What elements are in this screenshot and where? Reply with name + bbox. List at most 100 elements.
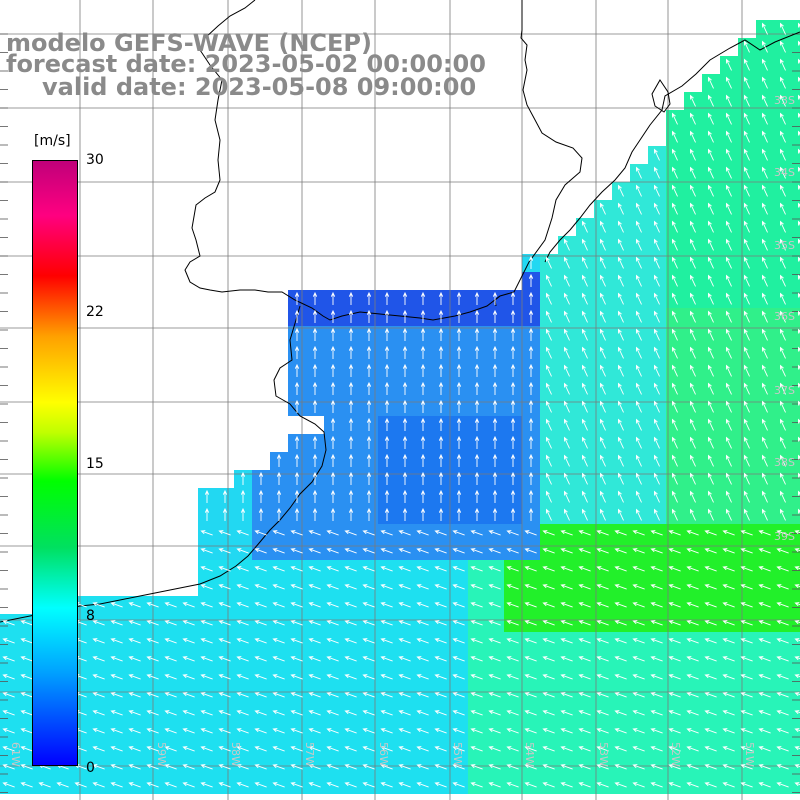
wind-arrow (290, 638, 303, 644)
wind-cell (792, 20, 800, 38)
colorbar-tick-8: 8 (86, 608, 95, 624)
wind-arrow (312, 453, 318, 467)
wind-arrow (744, 364, 750, 377)
wind-arrow (654, 220, 660, 233)
wind-arrow (488, 782, 501, 788)
wind-arrow (654, 490, 660, 503)
wind-arrow (578, 782, 591, 788)
wind-arrow (654, 292, 660, 305)
wind-arrow (564, 508, 570, 521)
wind-arrow (506, 710, 519, 716)
wind-arrow (744, 274, 750, 287)
wind-arrow (618, 490, 624, 503)
wind-arrow (488, 746, 501, 752)
wind-arrow (798, 274, 800, 280)
wind-arrow (758, 620, 771, 626)
wind-arrow (344, 746, 357, 752)
wind-arrow (582, 238, 588, 251)
wind-arrow (762, 310, 768, 323)
wind-arrow (416, 674, 429, 680)
wind-arrow (798, 292, 800, 298)
wind-arrow (294, 453, 300, 467)
wind-arrow (654, 202, 660, 215)
wind-arrow (582, 454, 588, 467)
wind-arrow (416, 728, 429, 734)
wind-arrow (798, 238, 800, 244)
wind-arrow (618, 472, 624, 485)
wind-arrow (200, 674, 213, 680)
wind-arrow (798, 454, 800, 460)
wind-arrow (780, 292, 786, 305)
wind-arrow (398, 566, 411, 572)
wind-arrow (686, 530, 699, 536)
wind-arrow (546, 292, 552, 305)
wind-arrow (636, 490, 642, 503)
wind-arrow (474, 471, 480, 485)
wind-arrow (348, 291, 354, 305)
wind-arrow (236, 566, 249, 572)
wind-cell (792, 488, 800, 506)
wind-arrow (762, 22, 768, 35)
wind-arrow (744, 40, 750, 53)
wind-arrow (618, 292, 624, 305)
wind-arrow (672, 418, 678, 431)
wind-arrow (290, 584, 303, 590)
wind-arrow (492, 507, 498, 521)
wind-arrow (672, 364, 678, 377)
wind-arrow (294, 507, 300, 521)
wind-arrow (470, 548, 483, 554)
wind-arrow (654, 238, 660, 251)
wind-cell (792, 452, 800, 470)
wind-arrow (326, 782, 339, 788)
valid-date: valid date: 2023-05-08 09:00:00 (42, 73, 477, 101)
wind-arrow (600, 508, 606, 521)
wind-arrow (798, 40, 800, 46)
lat-label: 39S (774, 530, 795, 543)
wind-arrow (726, 508, 732, 521)
wind-arrow (668, 746, 681, 752)
wind-arrow (596, 692, 609, 698)
wind-arrow (780, 436, 786, 449)
wind-arrow (636, 184, 642, 197)
wind-arrow (438, 489, 444, 503)
wind-arrow (434, 746, 447, 752)
lon-label: 53W (597, 742, 610, 767)
wind-arrow (726, 292, 732, 305)
wind-arrow (762, 472, 768, 485)
wind-arrow (776, 764, 789, 770)
wind-arrow (798, 400, 800, 406)
wind-arrow (380, 530, 393, 536)
wind-arrow (686, 674, 699, 680)
wind-arrow (780, 112, 786, 125)
wind-arrow (366, 507, 372, 521)
wind-arrow (704, 728, 717, 734)
wind-arrow (164, 620, 177, 626)
wind-cell (792, 56, 800, 74)
wind-arrow (546, 472, 552, 485)
wind-arrow (654, 436, 660, 449)
wind-arrow (420, 309, 426, 323)
wind-arrow (632, 620, 645, 626)
wind-arrow (470, 566, 483, 572)
wind-arrow (92, 728, 105, 734)
lat-label: 33S (774, 94, 795, 107)
wind-arrow (326, 584, 339, 590)
wind-arrow (384, 489, 390, 503)
wind-arrow (290, 782, 303, 788)
wind-arrow (654, 382, 660, 395)
wind-cell (792, 560, 800, 578)
wind-arrow (542, 548, 555, 554)
wind-arrow (92, 638, 105, 644)
wind-arrow (366, 363, 372, 377)
wind-arrow (636, 310, 642, 323)
wind-arrow (182, 746, 195, 752)
wind-arrow (542, 764, 555, 770)
wind-arrow (686, 602, 699, 608)
wind-arrow (672, 346, 678, 359)
wind-arrow (164, 728, 177, 734)
wind-arrow (560, 782, 573, 788)
wind-arrow (740, 692, 753, 698)
wind-arrow (618, 508, 624, 521)
wind-arrow (546, 400, 552, 413)
wind-arrow (290, 602, 303, 608)
